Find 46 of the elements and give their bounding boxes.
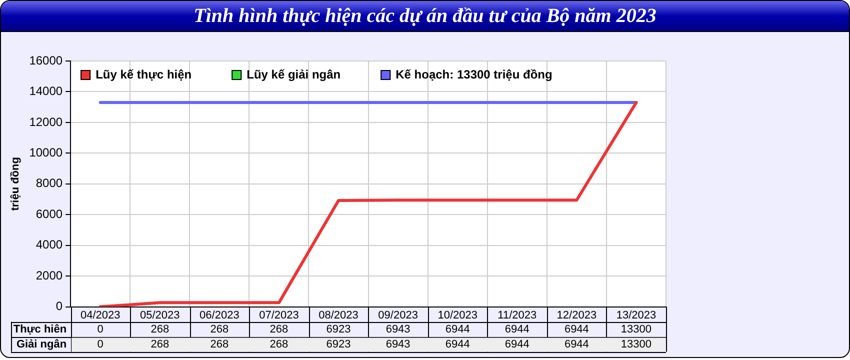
x-tick-label: 13/2023: [616, 309, 656, 322]
y-tick-label: 16000: [29, 53, 63, 68]
y-tick-label: 0: [56, 299, 63, 314]
data-label: 6944: [445, 323, 470, 336]
legend-label: Lũy kế giải ngân: [246, 67, 341, 82]
x-tick-label: 07/2023: [259, 309, 299, 322]
data-label: 6944: [564, 323, 589, 336]
text: Giải ngân: [16, 338, 67, 350]
x-tick-label: 10/2023: [438, 309, 478, 322]
text: 6944: [564, 338, 589, 350]
y-tick-label: 14000: [29, 84, 63, 98]
text: 6944: [445, 338, 470, 350]
data-label: 6943: [386, 323, 410, 336]
text: 6923: [326, 338, 351, 350]
y-tick-label: 6000: [36, 206, 63, 221]
y-tick-label: 12000: [29, 114, 63, 129]
data-label: 268: [270, 323, 288, 336]
data-label: 13300: [620, 323, 652, 336]
y-tick-label: 8000: [36, 176, 63, 190]
x-tick-label: 06/2023: [200, 309, 240, 322]
y-tick-label: 10000: [29, 145, 63, 160]
legend-label: Lũy kế thực hiện: [96, 67, 192, 82]
data-label: 268: [210, 323, 229, 336]
text: 0: [97, 338, 104, 350]
data-label: 0: [97, 323, 104, 336]
text: Thực hiên: [13, 323, 67, 336]
x-tick-label: 09/2023: [378, 309, 418, 322]
text: 13300: [620, 338, 652, 350]
text: 268: [270, 338, 288, 350]
text: 6943: [386, 338, 410, 350]
x-tick-label: 12/2023: [556, 309, 597, 322]
data-label: 6923: [326, 323, 351, 336]
text: 268: [150, 338, 170, 350]
text: 6944: [504, 338, 530, 350]
legend-label: Kế hoạch: 13300 triệu đồng: [396, 67, 552, 82]
y-axis-title: triệu đồng: [10, 157, 22, 211]
data-label: 6944: [504, 323, 530, 336]
y-tick-label: 4000: [36, 238, 63, 252]
chart-title: Tình hình thực hiện các dự án đầu tư của Bộ năm 2023: [1, 1, 849, 32]
text: 268: [210, 338, 229, 350]
y-tick-label: 2000: [36, 268, 63, 282]
x-tick-label: 11/2023: [498, 309, 537, 322]
x-tick-label: 04/2023: [80, 309, 120, 322]
x-tick-label: 08/2023: [318, 309, 358, 322]
data-label: 268: [150, 323, 170, 336]
x-tick-label: 05/2023: [140, 309, 180, 322]
